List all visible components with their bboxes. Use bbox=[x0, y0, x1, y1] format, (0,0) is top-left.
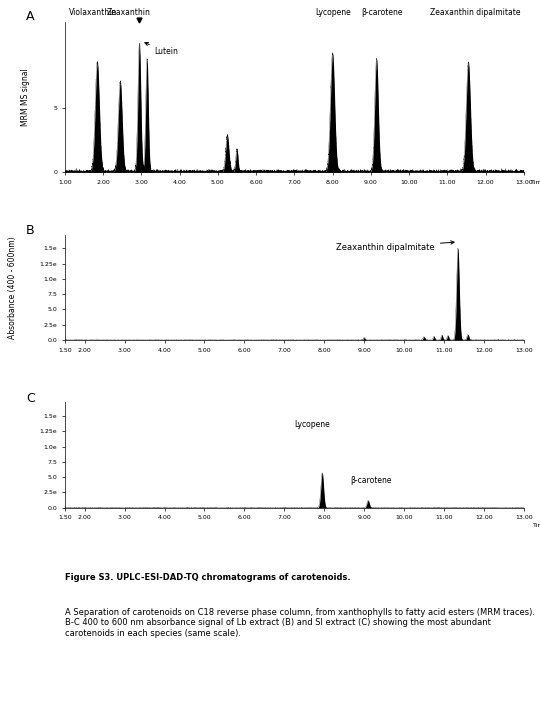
Y-axis label: Absorbance (400 - 600nm): Absorbance (400 - 600nm) bbox=[8, 236, 17, 338]
Text: Lycopene: Lycopene bbox=[294, 420, 330, 428]
Text: A Separation of carotenoids on C18 reverse phase column, from xanthophylls to fa: A Separation of carotenoids on C18 rever… bbox=[65, 608, 535, 638]
Y-axis label: MRM MS signal: MRM MS signal bbox=[22, 68, 30, 126]
Text: Violaxanthin: Violaxanthin bbox=[69, 8, 117, 17]
Text: Zeaxanthin dipalmitate: Zeaxanthin dipalmitate bbox=[430, 8, 521, 17]
Text: β-carotene: β-carotene bbox=[350, 475, 392, 485]
Text: Lycopene: Lycopene bbox=[315, 8, 351, 17]
Text: C: C bbox=[26, 392, 35, 405]
Text: A: A bbox=[26, 9, 34, 22]
Text: Zeaxanthin: Zeaxanthin bbox=[107, 8, 151, 17]
Text: Figure S3. UPLC-ESI-DAD-TQ chromatograms of carotenoids.: Figure S3. UPLC-ESI-DAD-TQ chromatograms… bbox=[65, 572, 350, 582]
Text: B: B bbox=[26, 224, 35, 237]
Text: β-carotene: β-carotene bbox=[361, 8, 403, 17]
Text: Time: Time bbox=[533, 523, 540, 528]
Text: Lutein: Lutein bbox=[145, 42, 179, 56]
Text: Zeaxanthin dipalmitate: Zeaxanthin dipalmitate bbox=[336, 240, 454, 252]
Text: Time: Time bbox=[531, 180, 540, 185]
